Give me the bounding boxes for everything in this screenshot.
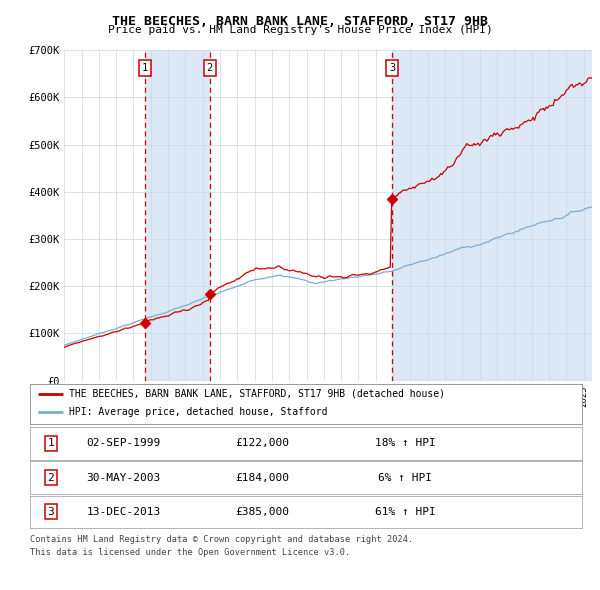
Text: HPI: Average price, detached house, Stafford: HPI: Average price, detached house, Staf… — [68, 407, 327, 417]
Text: Contains HM Land Registry data © Crown copyright and database right 2024.: Contains HM Land Registry data © Crown c… — [30, 535, 413, 544]
Text: 02-SEP-1999: 02-SEP-1999 — [87, 438, 161, 448]
Text: THE BEECHES, BARN BANK LANE, STAFFORD, ST17 9HB (detached house): THE BEECHES, BARN BANK LANE, STAFFORD, S… — [68, 389, 445, 398]
Text: £385,000: £385,000 — [235, 507, 289, 517]
Text: 2: 2 — [206, 63, 213, 73]
Text: 18% ↑ HPI: 18% ↑ HPI — [375, 438, 436, 448]
Text: 13-DEC-2013: 13-DEC-2013 — [87, 507, 161, 517]
Text: 6% ↑ HPI: 6% ↑ HPI — [379, 473, 433, 483]
Bar — [392, 50, 592, 381]
Text: 2: 2 — [47, 473, 55, 483]
Text: £122,000: £122,000 — [235, 438, 289, 448]
Text: 3: 3 — [47, 507, 55, 517]
Text: 3: 3 — [389, 63, 395, 73]
Text: This data is licensed under the Open Government Licence v3.0.: This data is licensed under the Open Gov… — [30, 548, 350, 557]
Text: 30-MAY-2003: 30-MAY-2003 — [87, 473, 161, 483]
Text: 61% ↑ HPI: 61% ↑ HPI — [375, 507, 436, 517]
Text: £184,000: £184,000 — [235, 473, 289, 483]
Text: 1: 1 — [47, 438, 55, 448]
Text: 1: 1 — [142, 63, 148, 73]
Text: THE BEECHES, BARN BANK LANE, STAFFORD, ST17 9HB: THE BEECHES, BARN BANK LANE, STAFFORD, S… — [112, 15, 488, 28]
Text: Price paid vs. HM Land Registry's House Price Index (HPI): Price paid vs. HM Land Registry's House … — [107, 25, 493, 35]
Bar — [145, 50, 210, 381]
